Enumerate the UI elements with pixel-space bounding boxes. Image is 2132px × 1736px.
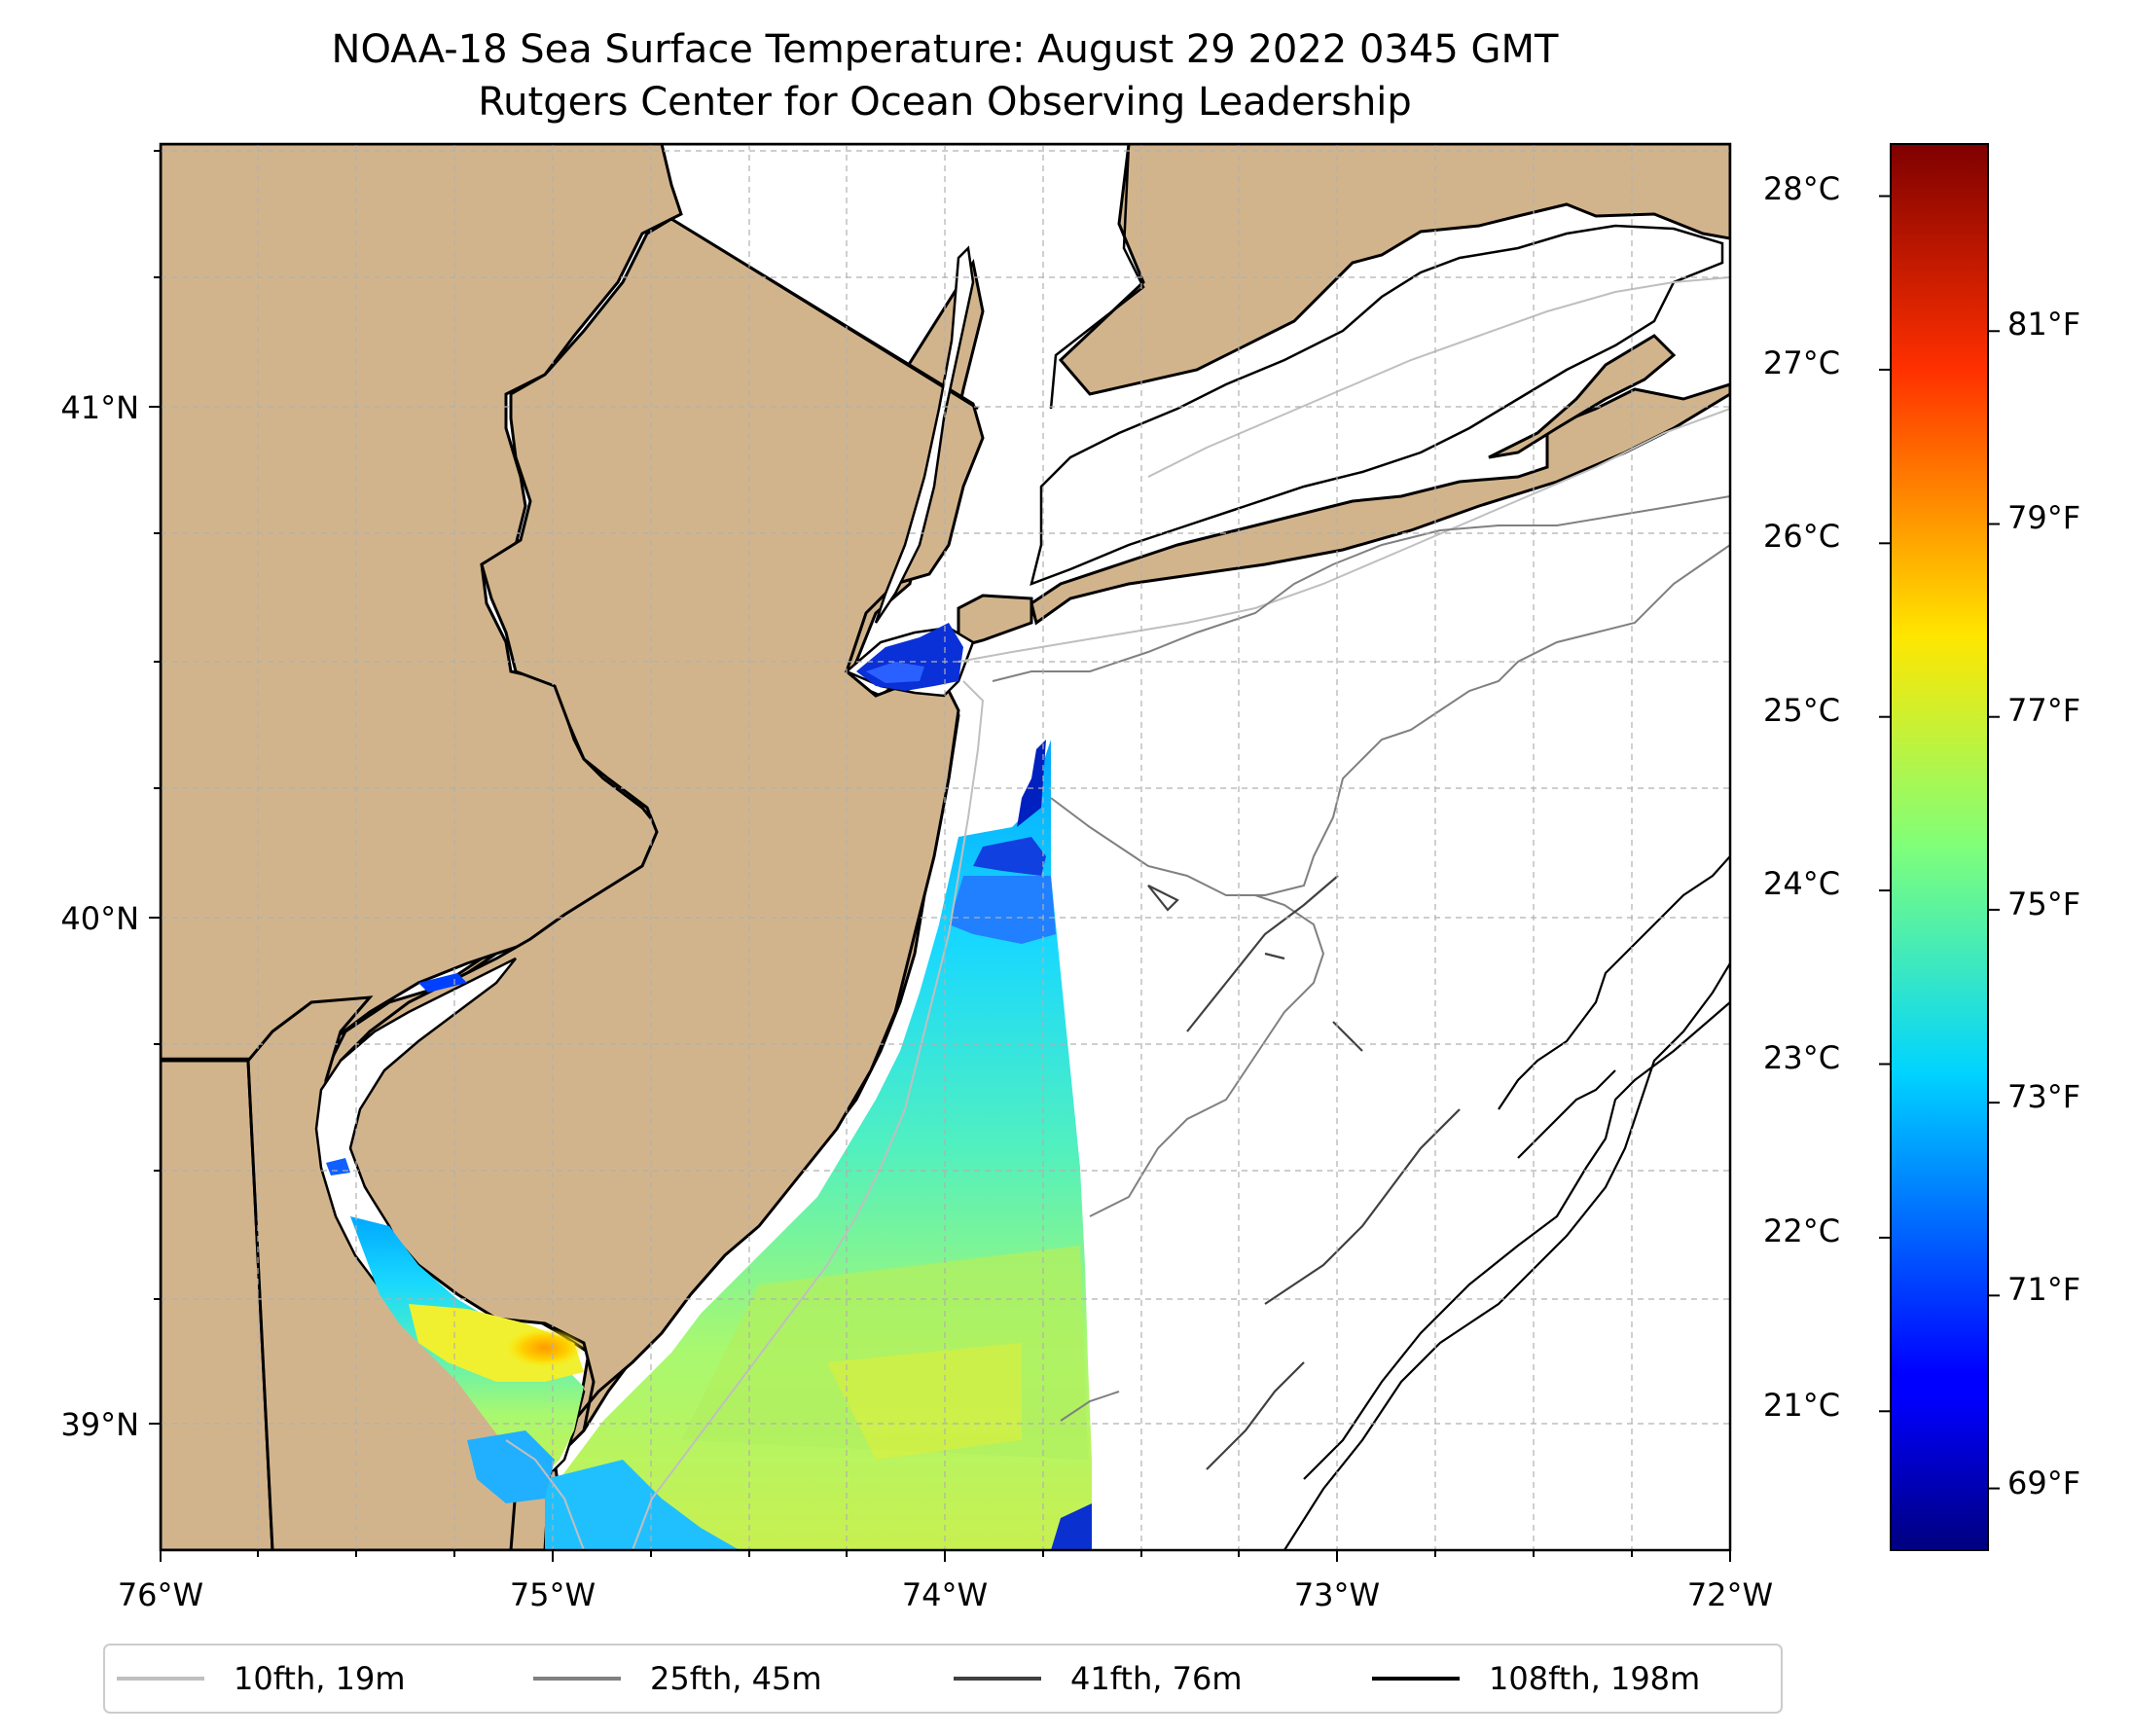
- land-delmarva: [161, 1059, 274, 1550]
- lon-label-74w: 74°W: [902, 1576, 988, 1613]
- legend-label-41fth: 41fth, 76m: [1070, 1660, 1242, 1697]
- colorbar-c-label-23: 23°C: [1763, 1039, 1840, 1076]
- colorbar-gradient: [1890, 143, 1989, 1551]
- state-border-ny-ct: [1049, 144, 1145, 410]
- contour-25fth: [992, 495, 1730, 1422]
- title-line-1: NOAA-18 Sea Surface Temperature: August …: [332, 27, 1559, 72]
- contour-10fth: [505, 276, 1730, 1550]
- map-area: [161, 144, 1730, 1550]
- colorbar-f-label-79: 79°F: [2007, 499, 2080, 536]
- hudson-river: [874, 245, 975, 624]
- contour-41fth: [1147, 875, 1461, 1470]
- state-border-de-md: [161, 1057, 274, 1550]
- sst-data: [326, 623, 1092, 1550]
- colorbar-c-label-24: 24°C: [1763, 865, 1840, 902]
- colorbar-c-label-21: 21°C: [1763, 1387, 1840, 1424]
- legend-label-10fth: 10fth, 19m: [234, 1660, 405, 1697]
- lon-label-72w: 72°W: [1687, 1576, 1773, 1613]
- axis-ticks: [149, 150, 1731, 1562]
- long-island-sound: [1030, 224, 1724, 587]
- legend-box: [103, 1644, 1783, 1714]
- colorbar: 28°C 27°C 26°C 25°C 24°C 23°C 22°C 21°C …: [1763, 143, 2080, 1551]
- lon-label-76w: 76°W: [118, 1576, 203, 1613]
- lon-label-75w: 75°W: [510, 1576, 596, 1613]
- colorbar-c-label-22: 22°C: [1763, 1212, 1840, 1249]
- gridlines: [161, 144, 1730, 1550]
- title-line-2: Rutgers Center for Ocean Observing Leade…: [478, 80, 1412, 125]
- colorbar-f-label-69: 69°F: [2007, 1465, 2080, 1501]
- legend-label-108fth: 108fth, 198m: [1489, 1660, 1700, 1697]
- lon-label-73w: 73°W: [1294, 1576, 1380, 1613]
- colorbar-c-label-27: 27°C: [1763, 344, 1840, 381]
- legend: 10fth, 19m 25fth, 45m 41fth, 76m 108fth,…: [103, 1644, 1783, 1714]
- legend-label-25fth: 25fth, 45m: [650, 1660, 821, 1697]
- land-long-island: [1030, 382, 1730, 626]
- colorbar-f-label-77: 77°F: [2007, 692, 2080, 729]
- colorbar-f-label-75: 75°F: [2007, 886, 2080, 922]
- lat-label-40n: 40°N: [60, 900, 139, 937]
- state-border-ny-nj: [670, 217, 979, 411]
- colorbar-f-label-71: 71°F: [2007, 1271, 2080, 1308]
- colorbar-f-label-73: 73°F: [2007, 1078, 2080, 1115]
- colorbar-f-label-81: 81°F: [2007, 306, 2080, 343]
- lat-label-41n: 41°N: [60, 389, 139, 426]
- lat-label-39n: 39°N: [60, 1406, 139, 1443]
- colorbar-c-label-25: 25°C: [1763, 692, 1840, 729]
- colorbar-c-label-28: 28°C: [1763, 170, 1840, 207]
- contour-108fth: [1283, 855, 1730, 1550]
- land-long-island-north-fork: [1488, 334, 1677, 459]
- colorbar-c-label-26: 26°C: [1763, 518, 1840, 555]
